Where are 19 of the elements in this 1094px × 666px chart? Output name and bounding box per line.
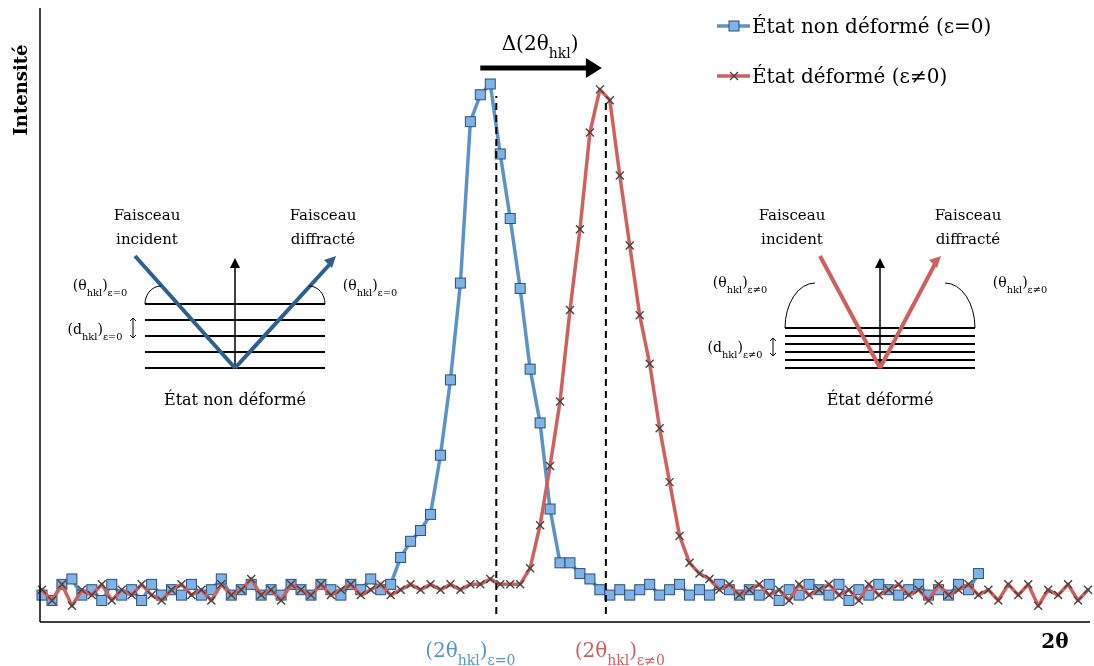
- annotation: Faisceau incident: [758, 206, 826, 248]
- text: (2θ$_{hkl}$)$_{ε≠0}$: [574, 638, 665, 666]
- annotation: Faisceau incident: [113, 206, 181, 248]
- legend-label: État déformé (ε≠0): [752, 64, 948, 88]
- annotation: (θ$_{hkl}$)$_{ε=0}$: [342, 277, 398, 298]
- annotation: (d$_{hkl}$)$_{ε≠0}$: [707, 339, 763, 360]
- annotation: (d$_{hkl}$)$_{ε=0}$: [67, 321, 123, 342]
- x-axis-title: 2θ: [1041, 629, 1069, 653]
- annotation: (θ$_{hkl}$)$_{ε≠0}$: [712, 274, 768, 295]
- annotation: Faisceau diffracté: [934, 206, 1002, 248]
- y-axis-title: Intensité: [10, 44, 31, 136]
- legend-label: État non déformé (ε=0): [752, 14, 992, 38]
- annotation: (θ$_{hkl}$)$_{ε≠0}$: [992, 274, 1048, 295]
- annotation: (θ$_{hkl}$)$_{ε=0}$: [72, 277, 128, 298]
- text: Δ(2θ$_{hkl}$): [501, 31, 579, 61]
- annotation: État déformé: [826, 389, 934, 409]
- annotation: État non déformé: [163, 389, 307, 409]
- text: (2θ$_{hkl}$)$_{ε=0}$: [425, 638, 516, 666]
- annotation: Faisceau diffracté: [289, 206, 357, 248]
